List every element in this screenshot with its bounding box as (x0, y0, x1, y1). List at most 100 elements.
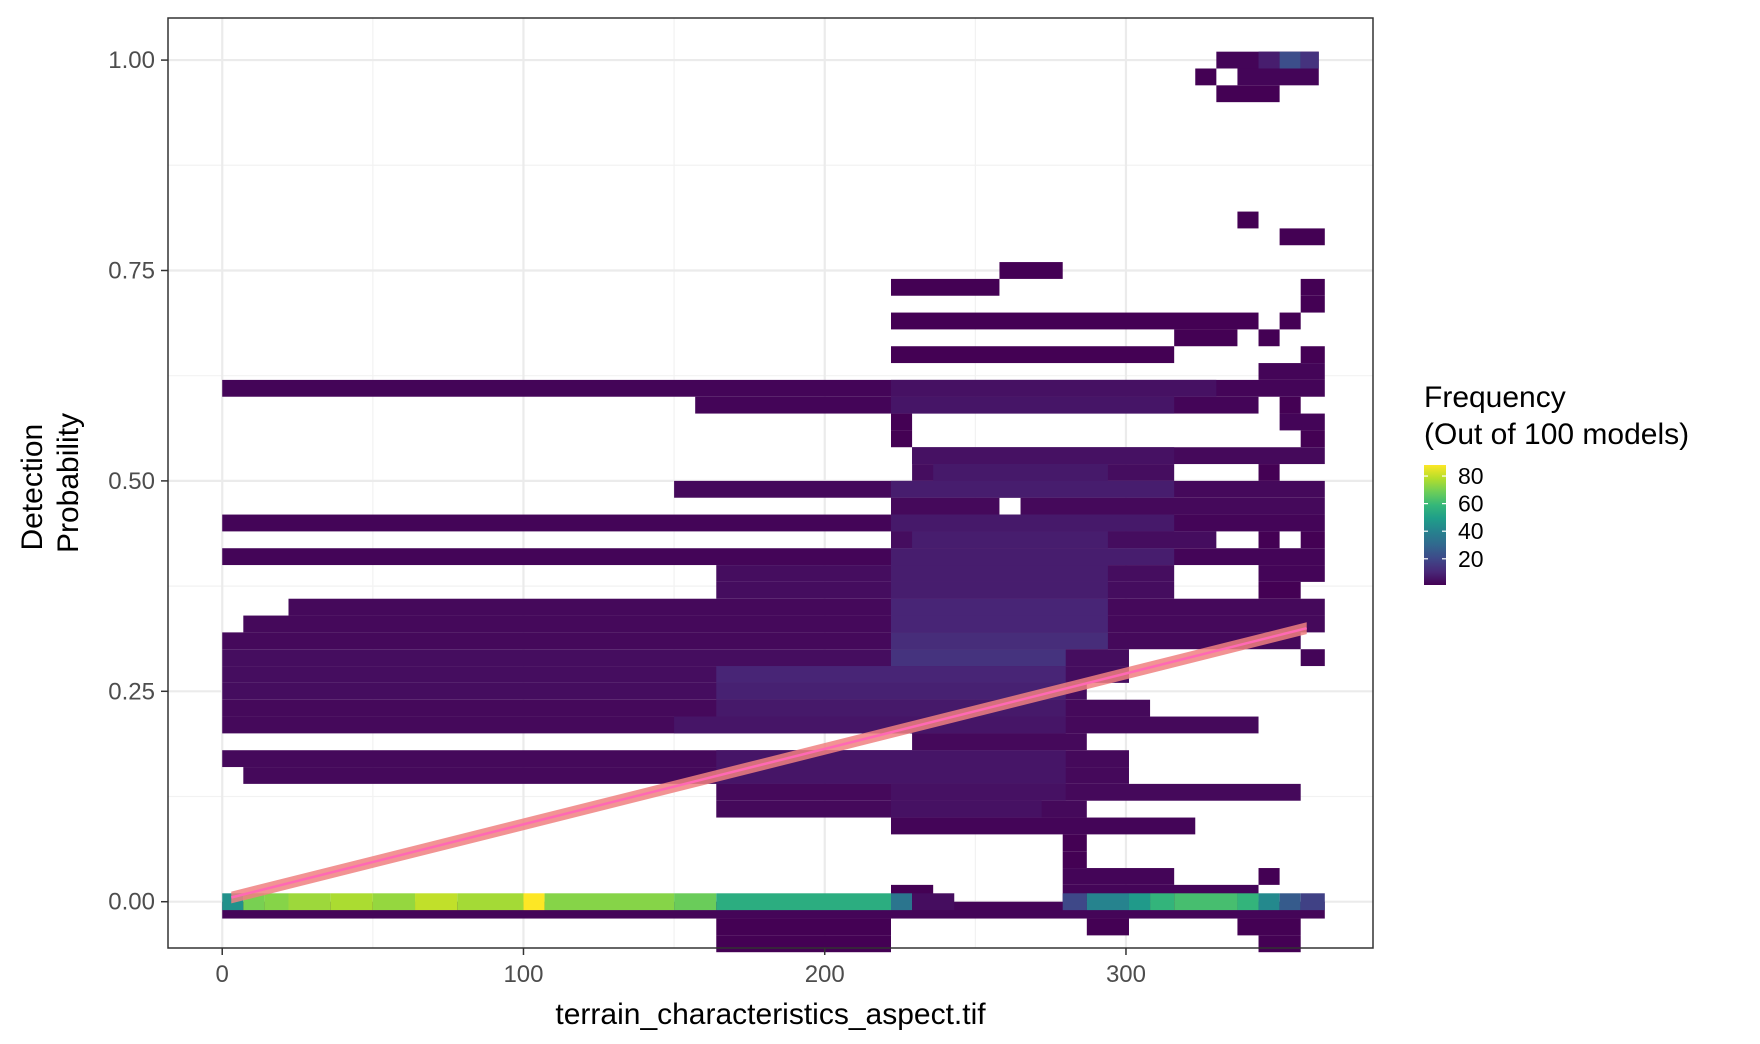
y-axis: 0.00 0.25 0.50 0.75 1.00 (108, 47, 168, 916)
heatmap-tile (1300, 295, 1325, 313)
x-tick-label: 200 (805, 961, 845, 988)
legend-tick-label: 40 (1458, 518, 1484, 544)
y-tick-label: 0.50 (108, 468, 155, 495)
heatmap-tile (1150, 893, 1175, 911)
heatmap-tile (1020, 497, 1325, 515)
heatmap-tile (716, 767, 1066, 784)
heatmap-tile (1258, 329, 1280, 347)
y-tick-label: 0.00 (108, 889, 155, 916)
heatmap-tile (1237, 893, 1259, 911)
heatmap-tile (891, 548, 1175, 566)
y-axis-title-line-2: Probability (52, 413, 85, 553)
heatmap-tile (1258, 363, 1325, 380)
heatmap-tile (264, 893, 289, 911)
heatmap-tile (415, 893, 458, 911)
heatmap-tile (1300, 531, 1325, 549)
heatmap-tile (674, 893, 717, 911)
heatmap-tile (891, 893, 913, 911)
heatmap-tile (1062, 868, 1175, 885)
heatmap-tile (1300, 278, 1325, 296)
heatmap-tile (716, 935, 891, 953)
heatmap-tile (1258, 868, 1280, 885)
heatmap-tile (891, 581, 1108, 599)
heatmap-tile (999, 262, 1063, 279)
x-axis-title: terrain_characteristics_aspect.tif (555, 998, 986, 1031)
heatmap-tile (1258, 581, 1301, 599)
heatmap-tile (891, 514, 1175, 532)
heatmap-tile (716, 666, 1066, 683)
heatmap-tile (1258, 893, 1280, 911)
heatmap-tile (1258, 565, 1325, 582)
heatmap-tile (891, 615, 1108, 633)
heatmap-tile (1174, 893, 1238, 911)
legend-tick-label: 20 (1458, 546, 1484, 572)
heatmap-tile (1174, 329, 1238, 347)
heatmap-tile (674, 716, 1066, 734)
heatmap-tile (891, 497, 1000, 515)
heatmap-tile (891, 480, 1175, 498)
heatmap-tile (1279, 893, 1301, 911)
y-tick-label: 0.75 (108, 257, 155, 284)
heatmap-tile (716, 682, 1066, 700)
heatmap-tile (1258, 464, 1280, 481)
heatmap-tile (891, 278, 1000, 296)
legend-title-line-2: (Out of 100 models) (1424, 418, 1689, 451)
heatmap-tile (891, 649, 1066, 667)
heatmap-tile (1062, 893, 1087, 911)
heatmap-tile (1279, 312, 1301, 330)
heatmap-tile (1195, 68, 1217, 86)
x-axis: 0 100 200 300 (216, 948, 1146, 988)
heatmap-tile (891, 430, 913, 448)
legend-tick-label: 80 (1458, 463, 1484, 489)
heatmap-tile (288, 893, 331, 911)
heatmap-tile (891, 413, 913, 431)
heatmap-tile (1300, 346, 1325, 364)
heatmap-tile (716, 918, 891, 936)
heatmap-tile (716, 893, 891, 911)
legend-colorbar (1424, 465, 1446, 585)
x-tick-label: 300 (1106, 961, 1146, 988)
x-tick-label: 100 (503, 961, 543, 988)
heatmap-tile (1279, 413, 1325, 431)
heatmap-tile (1258, 935, 1301, 953)
heatmap-tile (1062, 851, 1087, 869)
panel-border (167, 17, 1374, 949)
heatmap-tile (1300, 893, 1325, 911)
heatmap-tile (372, 893, 416, 911)
heatmap-tile (1237, 918, 1301, 936)
heatmap-tile (1086, 893, 1129, 911)
heatmap-tile (523, 893, 545, 911)
heatmap-tile (912, 893, 955, 911)
heatmap-tile (1128, 893, 1151, 911)
y-axis-title: Detection Probability (16, 413, 85, 553)
heatmap-tile (1300, 649, 1325, 667)
heatmap-tile (1258, 531, 1280, 549)
heatmap-tile (1062, 834, 1087, 852)
legend-tick-label: 60 (1458, 491, 1484, 517)
heatmap-tile (912, 531, 1108, 549)
heatmap-tile (1300, 430, 1325, 448)
heatmap-tile (544, 893, 675, 911)
heatmap-tile (457, 893, 524, 911)
heatmap-tile (891, 817, 1196, 835)
heatmap-tile (891, 312, 1259, 330)
heatmap-tile (912, 733, 1087, 751)
heatmap-tile (1279, 51, 1301, 69)
heatmap-tile (1279, 396, 1301, 414)
heatmap-tile (1237, 68, 1319, 86)
heatmap-tile (891, 396, 1175, 414)
heatmap-tile (1279, 228, 1325, 246)
heatmap-tile (933, 464, 1108, 481)
heatmap-tile (891, 783, 1066, 801)
heatmap-tile (891, 346, 1175, 364)
trend-line-path (230, 626, 1308, 899)
y-axis-title-line-1: Detection (16, 424, 49, 551)
heatmap-tile (1086, 918, 1129, 936)
heatmap-tile (1258, 51, 1280, 69)
heatmap-tile (891, 800, 1042, 818)
heatmap-tile (1216, 85, 1280, 103)
heatmap-tile (243, 615, 1325, 633)
